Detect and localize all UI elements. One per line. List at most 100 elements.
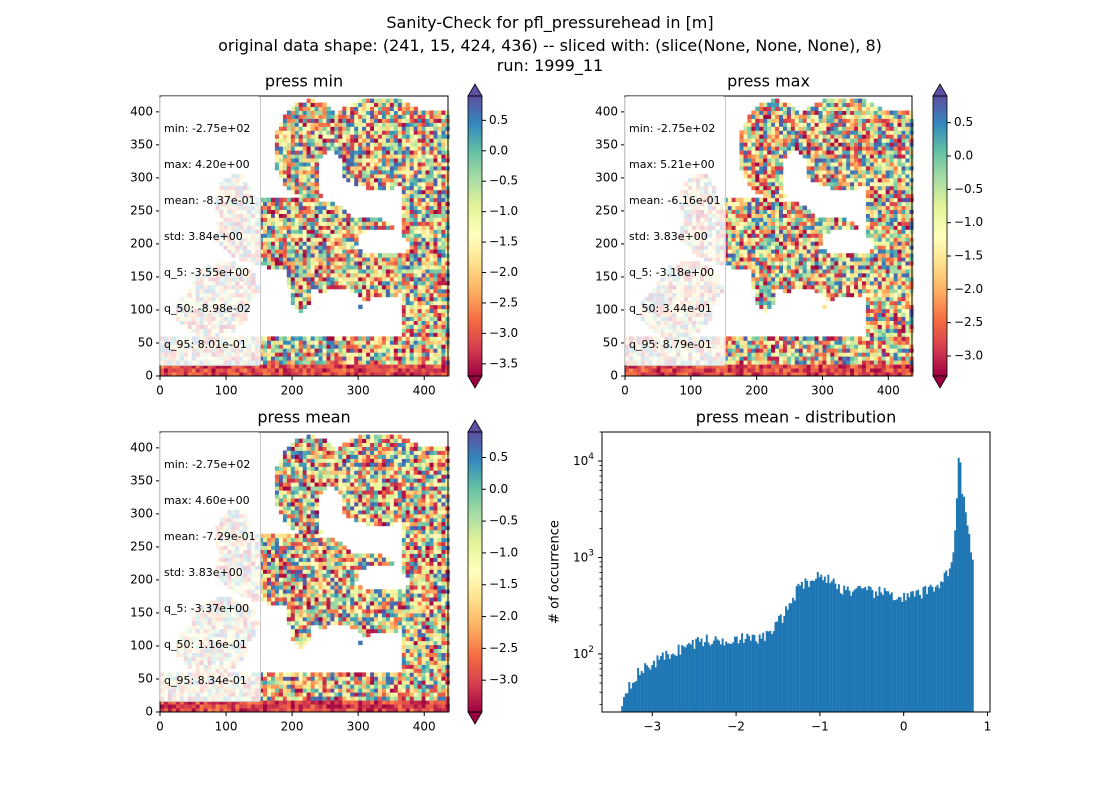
map-cell [385,273,391,278]
map-cell [429,284,434,290]
map-cell [425,253,430,258]
map-cell [310,209,315,214]
map-cell [322,205,327,210]
map-cell [282,221,288,226]
map-cell [306,146,311,151]
map-cell [397,261,403,266]
map-cell [302,213,308,218]
map-cell [441,292,446,298]
map-cell [889,292,894,298]
map-cell [346,356,351,361]
map-cell [267,372,272,377]
map-cell [779,368,784,373]
map-cell [893,265,898,270]
map-cell [838,368,843,373]
map-cell [405,296,411,302]
map-cell [862,340,867,345]
map-cell [306,185,311,191]
map-cell [362,261,367,266]
map-cell [350,154,355,159]
map-cell [362,372,367,377]
map-cell [437,280,442,286]
map-cell [401,225,407,230]
map-cell [318,150,323,155]
map-cell [846,336,851,341]
map-cell [294,304,300,310]
map-cell [282,229,288,234]
map-cell [282,142,288,147]
map-cell [314,269,319,274]
map-cell [318,209,323,214]
map-cell [286,241,292,246]
map-cell [374,122,379,127]
map-cell [183,368,189,373]
map-cell [429,332,434,337]
map-cell [278,173,284,179]
map-cell [897,316,902,321]
map-cell [259,217,264,222]
map-cell [393,348,399,353]
map-cell [441,261,446,266]
map-cell [334,372,339,377]
map-cell [326,134,331,139]
map-cell [802,284,807,290]
map-cell [405,225,411,230]
map-cell [885,348,890,353]
map-cell [767,296,772,302]
map-cell [425,209,430,214]
map-cell [401,280,407,286]
map-cell [338,336,343,341]
map-cell [330,245,335,250]
map-cell [298,352,304,357]
map-cell [286,126,292,131]
map-cell [759,249,764,254]
map-cell [417,181,422,187]
map-cell [421,336,426,341]
map-cell [751,344,756,349]
map-cell [838,356,843,361]
map-cell [425,336,430,341]
map-cell [286,364,292,369]
map-cell [441,352,446,357]
map-cell [660,364,665,369]
map-cell [290,201,296,207]
map-cell [290,336,296,341]
map-cell [278,340,284,345]
map-cell [794,273,800,278]
map-cell [763,348,768,353]
map-cell [783,265,788,270]
map-cell [334,205,339,210]
map-cell [338,257,343,262]
map-cell [417,209,422,214]
map-cell [437,217,442,222]
map-cell [290,368,296,373]
map-cell [330,340,335,345]
map-cell [433,126,438,131]
map-cell [755,273,760,278]
map-cell [334,233,339,238]
map-cell [842,288,847,294]
map-cell [302,134,308,139]
map-cell [881,261,886,266]
map-cell [881,292,886,298]
map-cell [397,364,403,369]
map-cell [160,372,165,377]
map-cell [413,154,419,159]
map-cell [869,300,875,306]
map-cell [294,106,300,111]
map-cell [370,344,375,349]
map-cell [274,372,280,377]
map-cell [826,356,831,361]
map-cell [298,237,304,242]
map-cell [286,209,292,214]
map-cell [704,364,709,369]
map-cell [425,312,430,317]
map-cell [358,217,363,222]
map-cell [378,368,383,373]
map-cell [830,284,835,290]
map-cell [346,284,351,290]
map-cell [441,166,446,171]
map-cell [862,356,867,361]
map-cell [326,348,331,353]
map-cell [294,189,300,195]
